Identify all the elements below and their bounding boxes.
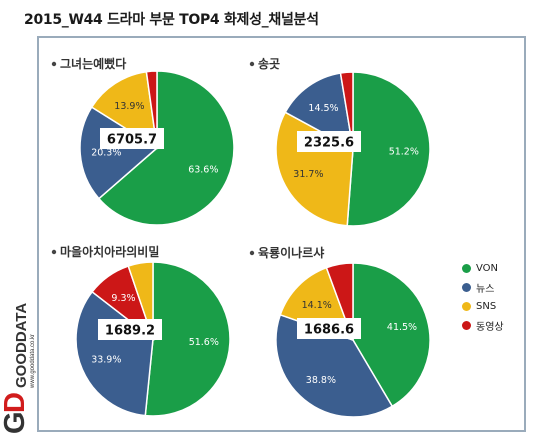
pie-slice [275,313,394,418]
legend-item: VON [462,259,504,278]
legend-item: 동영상 [462,316,504,335]
page-title: 2015_W44 드라마 부문 TOP4 화제성_채널분석 [24,12,319,28]
legend-item: SNS [462,297,504,316]
pie-slice [97,70,235,226]
slice-label: 41.5% [387,322,417,333]
title-bullet [249,250,255,256]
total-value: 1686.6 [304,323,354,338]
slice-label: 14.5% [308,103,338,114]
title-bullet [51,249,57,255]
pie-slice [75,290,154,417]
slice-label: 63.6% [188,165,218,176]
legend-label: 뉴스 [476,284,495,295]
slice-label: 14.1% [302,300,332,311]
slice-label: 38.8% [306,375,336,386]
legend-swatch [462,283,471,292]
slice-label: 51.6% [189,337,219,348]
slice-label: 33.9% [91,355,121,366]
pie-slice [284,72,354,151]
pie-slice [144,261,231,417]
pie-title: 그녀는예뻤다 [60,56,126,71]
total-value: 6705.7 [107,133,157,148]
pie-title: 송곳 [258,57,280,71]
legend: VON 뉴스 SNS 동영상 [462,259,504,335]
title-bullet [249,61,255,67]
pie-chart-1: 그녀는예뻤다 63.6% 20.3% 13.9% 6705.7 [51,56,235,226]
gooddata-logo: G D GOODDATA www.gooddata.co.kr [0,303,36,434]
slice-label: 31.7% [293,169,323,180]
legend-swatch [462,302,471,311]
slice-label: 9.3% [111,293,135,304]
total-value: 1689.2 [105,324,155,339]
pie-chart-3: 마을아치아라의비밀 51.6% 33.9% 9.3% 1689.2 [51,244,231,417]
total-box [100,128,164,149]
pie-slice [346,71,431,227]
pie-title: 마을아치아라의비밀 [60,244,159,259]
pie-slice [352,262,431,408]
title-bullet [51,61,57,67]
pie-chart-4: 육룡이나르샤 41.5% 38.8% 14.1% 1686.6 [249,245,431,418]
total-box [297,131,361,152]
legend-label: SNS [476,301,497,312]
legend-item: 뉴스 [462,278,504,297]
slice-label: 20.3% [91,148,121,159]
total-box [297,318,361,339]
total-box [98,319,162,340]
svg-text:D: D [0,392,31,413]
slice-label: 13.9% [114,101,144,112]
legend-label: 동영상 [476,322,504,333]
logo-name: GOODDATA [13,303,30,388]
logo-url: www.gooddata.co.kr [30,334,36,389]
total-value: 2325.6 [304,136,354,151]
legend-swatch [462,321,471,330]
pie-slice [79,106,159,200]
pie-chart-2: 송곳 51.2% 31.7% 14.5% 2325.6 [249,57,431,227]
svg-text:G: G [0,411,31,434]
legend-label: VON [476,263,499,274]
slice-label: 51.2% [389,146,419,157]
legend-swatch [462,264,471,273]
pie-slice [339,71,354,150]
pie-title: 육룡이나르샤 [258,245,324,260]
